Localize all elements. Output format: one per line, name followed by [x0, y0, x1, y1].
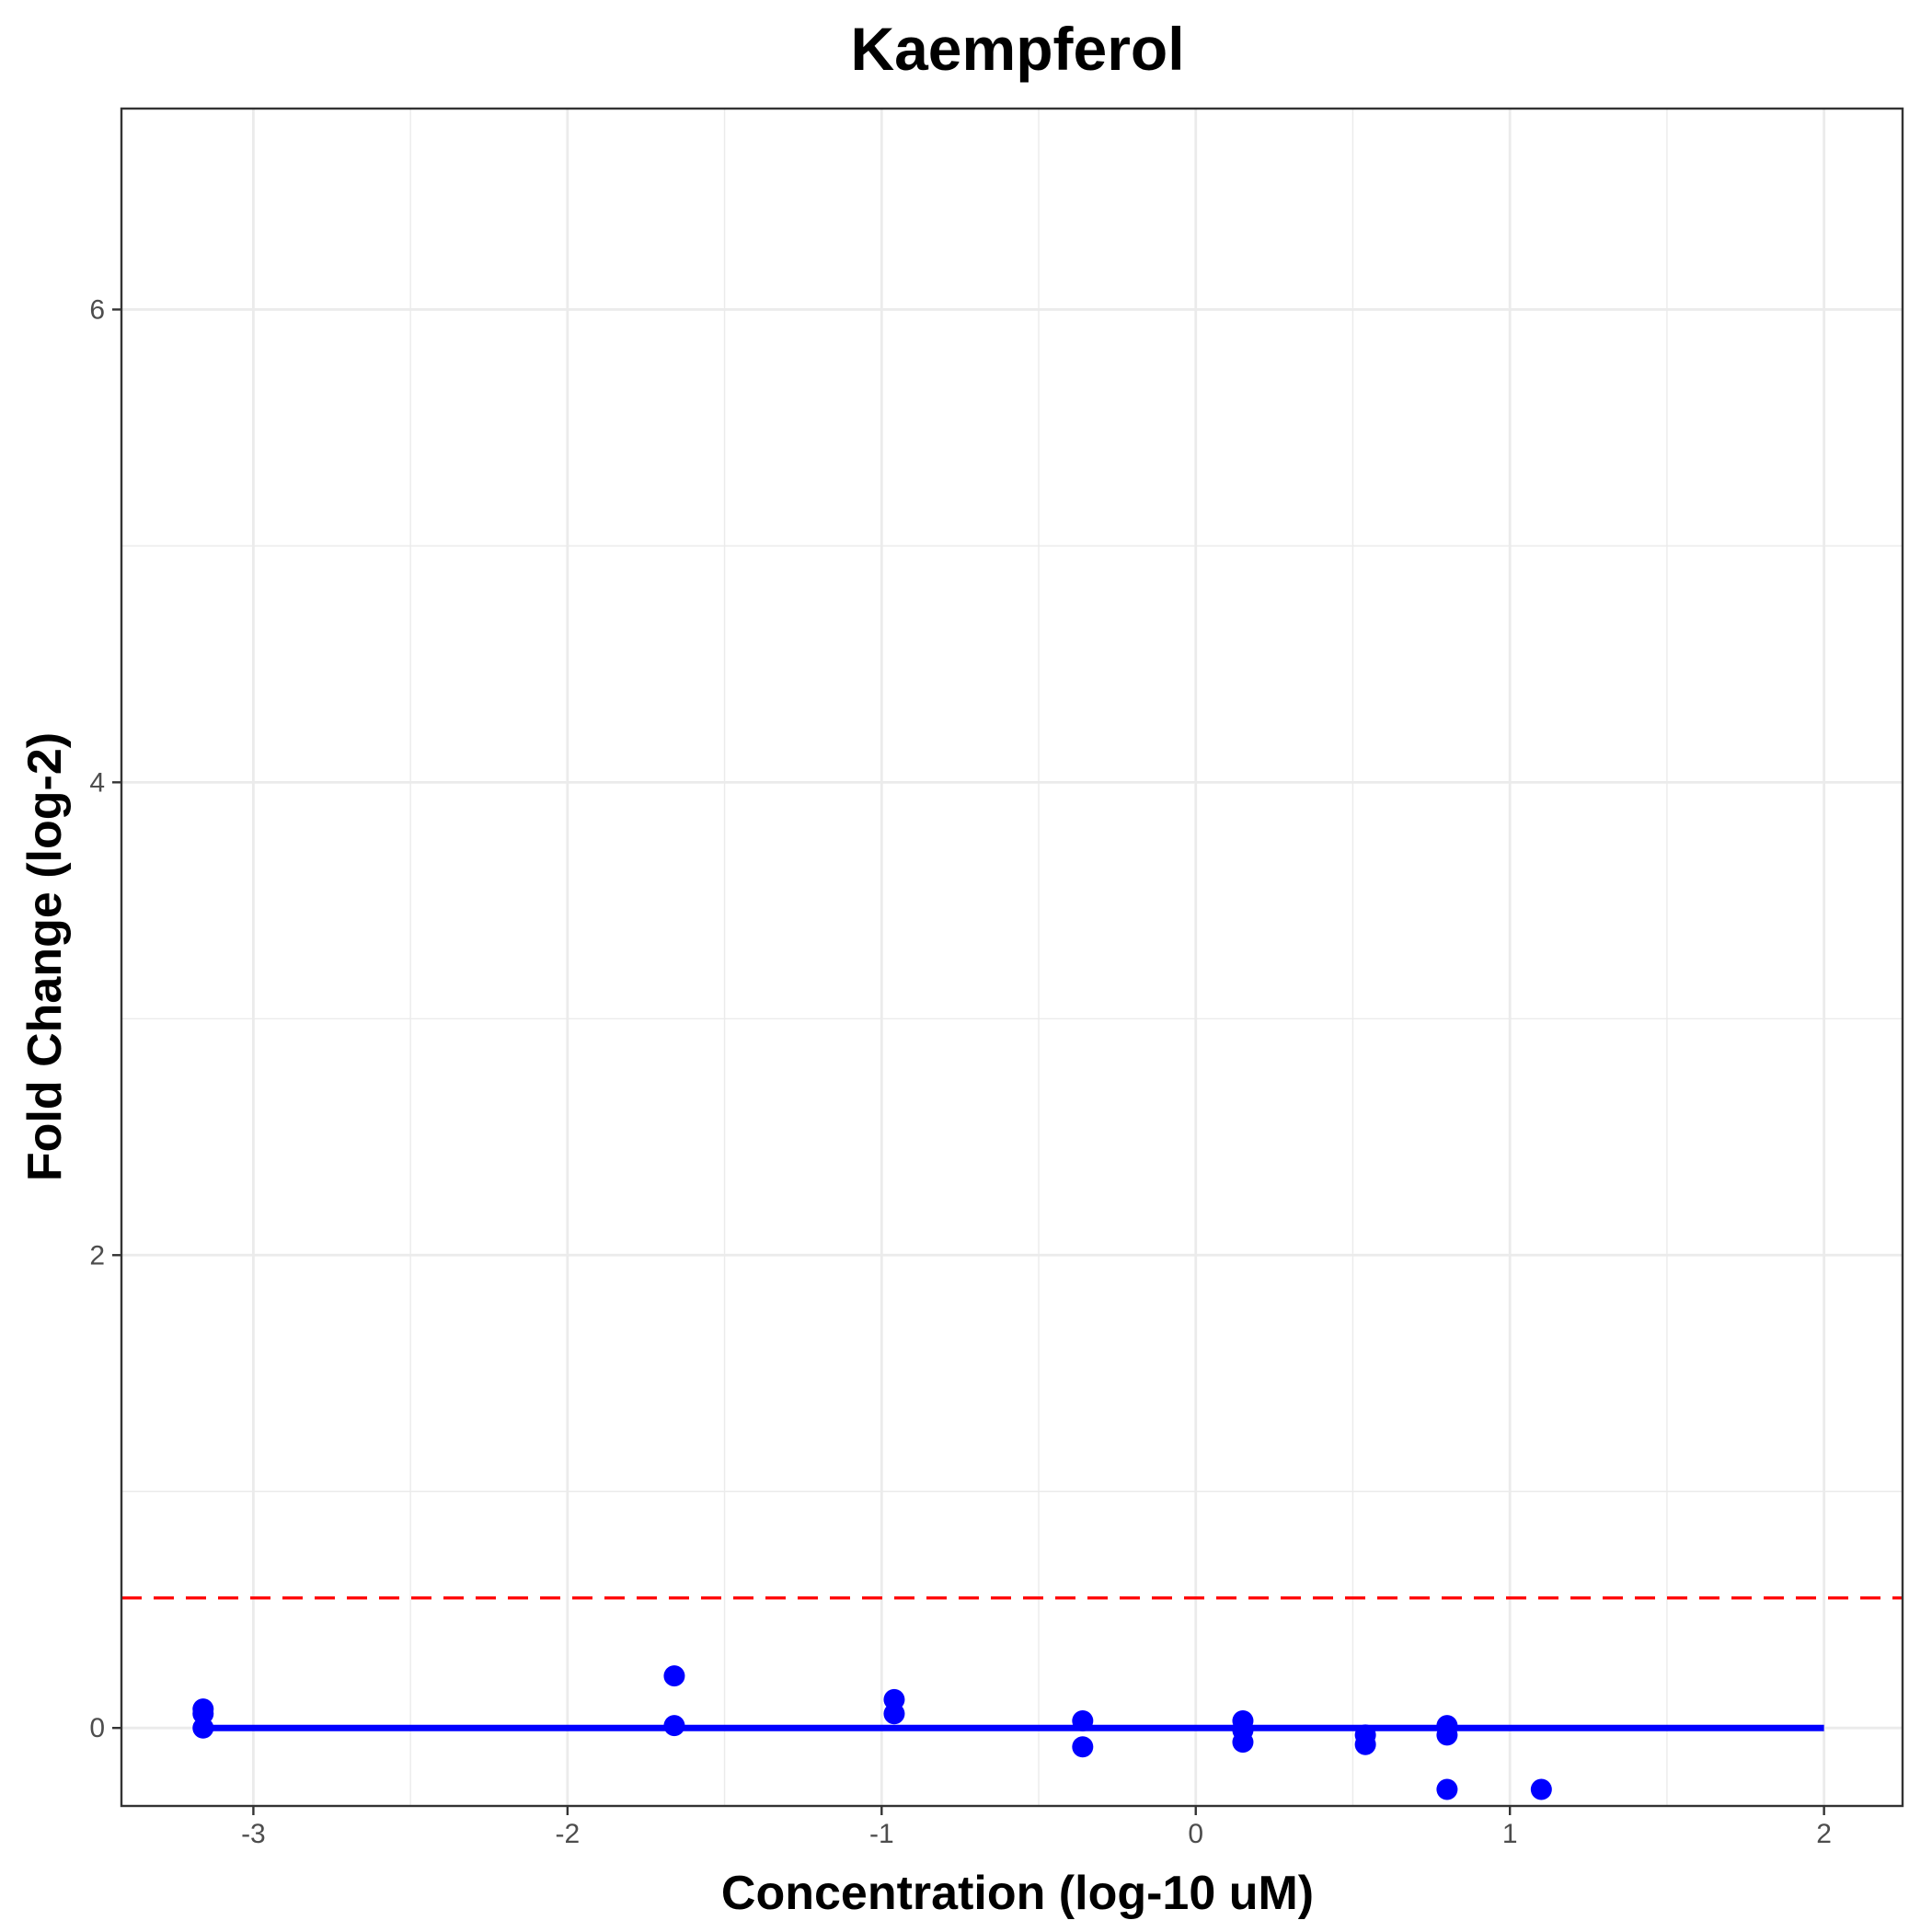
data-point	[1072, 1736, 1094, 1758]
x-tick-label: -3	[241, 1819, 266, 1849]
data-point	[1436, 1778, 1458, 1800]
data-point	[1530, 1778, 1552, 1800]
data-point	[663, 1715, 685, 1737]
x-tick-label: 2	[1816, 1819, 1832, 1849]
y-axis-label: Fold Change (log-2)	[18, 732, 72, 1181]
data-point	[1354, 1733, 1376, 1755]
chart-title: Kaempferol	[850, 15, 1184, 83]
grid	[121, 109, 1903, 1806]
x-tick-label: -2	[556, 1819, 581, 1849]
x-tick-label: 1	[1502, 1819, 1518, 1849]
data-points	[192, 1665, 1552, 1800]
data-point	[192, 1717, 214, 1739]
y-tick-label: 6	[89, 294, 105, 325]
y-tick-label: 2	[89, 1240, 105, 1271]
data-point	[1072, 1709, 1094, 1731]
y-tick-label: 4	[89, 767, 105, 798]
data-point	[663, 1665, 685, 1687]
x-axis-label: Concentration (log-10 uM)	[721, 1867, 1314, 1920]
data-point	[883, 1703, 905, 1725]
panel-border	[120, 107, 1904, 1808]
data-point	[1232, 1731, 1254, 1754]
y-tick-label: 0	[89, 1713, 105, 1743]
x-tick-label: -1	[869, 1819, 894, 1849]
x-tick-label: 0	[1188, 1819, 1203, 1849]
data-point	[1436, 1724, 1458, 1746]
axes: -3 -2 -1 0 1 2 0 2 4 6	[89, 294, 1832, 1849]
